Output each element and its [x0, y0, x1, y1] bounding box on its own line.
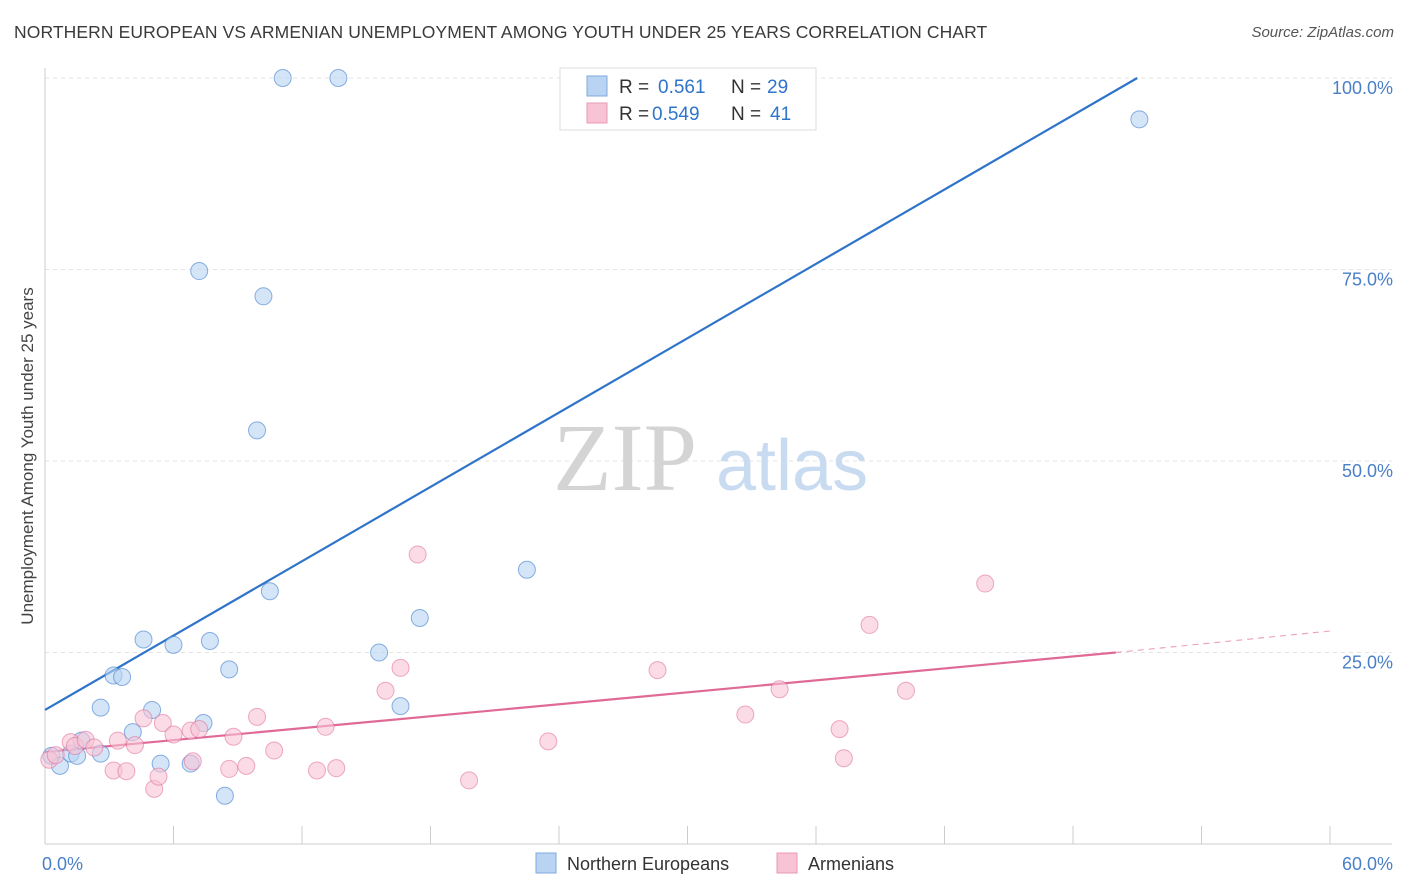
series-legend-northern-europeans: Northern Europeans — [567, 854, 729, 874]
stats-legend: R = 0.561 N = 29 R = 0.549 N = 41 — [559, 67, 817, 131]
point-northern-europeans — [215, 786, 234, 805]
point-northern-europeans — [134, 630, 153, 649]
point-armenians — [860, 615, 879, 634]
trend-line-armenians — [44, 651, 1116, 754]
point-armenians — [770, 680, 789, 699]
y-axis-label: Unemployment Among Youth under 25 years — [18, 287, 37, 624]
point-armenians — [896, 681, 915, 700]
point-armenians — [237, 756, 256, 775]
point-northern-europeans — [391, 697, 410, 716]
point-armenians — [376, 681, 395, 700]
point-northern-europeans — [190, 262, 209, 281]
point-northern-europeans — [1130, 110, 1149, 129]
legend-swatch-pink — [586, 102, 608, 124]
y-tick-label: 75.0% — [1342, 270, 1393, 290]
point-armenians — [153, 713, 172, 732]
legend-r-label-2: R = — [619, 104, 649, 125]
point-armenians — [327, 759, 346, 778]
y-tick-label: 50.0% — [1342, 461, 1393, 481]
gridlines — [45, 77, 1392, 653]
point-northern-europeans — [113, 668, 132, 687]
y-tick-labels: 25.0% 50.0% 75.0% 100.0% — [1332, 78, 1393, 673]
point-armenians — [976, 574, 995, 593]
point-armenians — [125, 736, 144, 755]
point-armenians — [265, 741, 284, 760]
x-tick-label-max: 60.0% — [1342, 854, 1393, 874]
point-northern-europeans — [91, 698, 110, 717]
point-northern-europeans — [517, 560, 536, 579]
point-armenians — [224, 727, 243, 746]
point-armenians — [830, 720, 849, 739]
legend-r-label-1: R = — [619, 77, 649, 98]
legend-n-value-2: 41 — [770, 104, 791, 125]
trend-lines — [44, 77, 1331, 754]
point-armenians — [164, 725, 183, 744]
legend-n-label-1: N = — [731, 77, 761, 98]
series-legend: Northern Europeans Armenians — [535, 852, 894, 874]
point-armenians — [307, 761, 326, 780]
point-armenians — [316, 717, 335, 736]
point-armenians — [539, 732, 558, 751]
trend-line-extension-armenians — [1115, 630, 1331, 654]
point-armenians — [149, 767, 168, 786]
point-northern-europeans — [260, 582, 279, 601]
point-armenians — [117, 762, 136, 781]
legend-n-label-2: N = — [731, 104, 761, 125]
point-northern-europeans — [370, 643, 389, 662]
series-legend-armenians: Armenians — [808, 854, 894, 874]
x-tick-labels: 0.0% 60.0% — [42, 854, 1393, 874]
point-armenians — [220, 759, 239, 778]
watermark-atlas: atlas — [716, 426, 868, 506]
point-northern-europeans — [164, 635, 183, 654]
trend-line-northern-europeans — [44, 77, 1138, 711]
point-armenians — [85, 738, 104, 757]
legend-r-value-1: 0.561 — [658, 77, 706, 98]
point-armenians — [190, 720, 209, 739]
legend-r-value-2: 0.549 — [652, 104, 700, 125]
watermark-zip: ZIP — [553, 404, 697, 511]
point-armenians — [460, 771, 479, 790]
point-armenians — [736, 705, 755, 724]
legend-swatch-blue — [586, 75, 608, 97]
point-northern-europeans — [254, 287, 273, 306]
point-armenians — [134, 709, 153, 728]
data-points — [40, 69, 1149, 805]
point-northern-europeans — [248, 421, 267, 440]
point-northern-europeans — [200, 632, 219, 651]
point-armenians — [834, 749, 853, 768]
point-northern-europeans — [273, 69, 292, 87]
series-legend-swatch-armenians — [776, 852, 798, 874]
y-tick-label: 100.0% — [1332, 78, 1393, 98]
point-armenians — [108, 731, 127, 750]
x-tick-label-min: 0.0% — [42, 854, 83, 874]
point-armenians — [648, 661, 667, 680]
series-legend-swatch-northern-europeans — [535, 852, 557, 874]
legend-n-value-1: 29 — [767, 77, 788, 98]
point-armenians — [183, 752, 202, 771]
y-tick-label: 25.0% — [1342, 653, 1393, 673]
point-northern-europeans — [329, 69, 348, 87]
axes — [44, 68, 1392, 845]
source-label: Source: ZipAtlas.com — [1251, 24, 1394, 41]
point-armenians — [46, 746, 65, 765]
point-northern-europeans — [220, 660, 239, 679]
point-armenians — [391, 658, 410, 677]
point-armenians — [408, 545, 427, 564]
chart-title: NORTHERN EUROPEAN VS ARMENIAN UNEMPLOYME… — [14, 22, 988, 42]
point-northern-europeans — [410, 609, 429, 628]
point-armenians — [248, 707, 267, 726]
